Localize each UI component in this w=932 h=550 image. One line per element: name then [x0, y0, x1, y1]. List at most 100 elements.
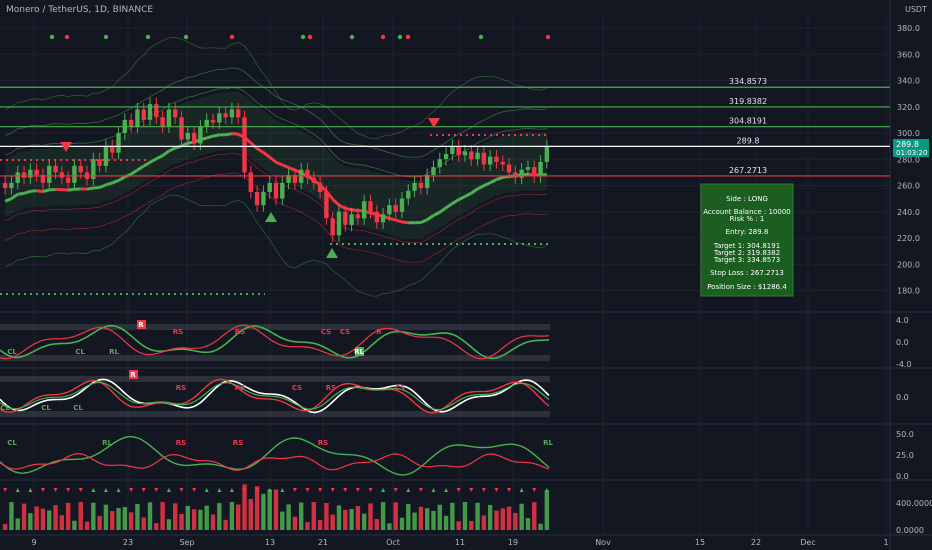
volume-bar	[456, 521, 461, 530]
price-tick-label: 260.0	[897, 182, 920, 191]
bar-signal-triangle	[53, 488, 58, 492]
bar-signal-triangle	[456, 488, 461, 492]
time-tick-label: 1	[883, 538, 888, 547]
oscillators	[0, 324, 550, 476]
trend-line-segment	[17, 191, 25, 196]
volume-bar	[374, 518, 379, 530]
volume-bar	[317, 520, 323, 530]
volume-bar	[97, 516, 102, 530]
signal-label: RL	[109, 348, 119, 356]
trend-line-segment	[142, 161, 151, 168]
volume-bar	[406, 503, 411, 530]
volume-bar	[248, 498, 254, 530]
trend-line-segment	[93, 185, 100, 190]
stoploss-text: Stop Loss : 267.2713	[710, 269, 784, 277]
trend-line-segment	[86, 186, 94, 191]
osc3-line	[0, 436, 550, 476]
volume-bar	[223, 519, 228, 530]
signal-label: RL	[543, 439, 553, 447]
signal-label: R	[130, 371, 136, 379]
trend-line-segment	[206, 134, 214, 140]
trend-line-segment	[331, 198, 341, 207]
candle-body	[450, 146, 455, 154]
trend-line-segment	[281, 163, 290, 169]
volume-bar	[135, 503, 140, 530]
volume-bar	[261, 493, 266, 530]
trend-line-segment	[438, 206, 447, 214]
candle-body	[374, 211, 379, 223]
signal-label: RS	[233, 439, 243, 447]
candle-body	[380, 214, 386, 223]
volume-bar	[343, 509, 348, 530]
last-price-tag: 289.8 01:03:20	[893, 139, 929, 157]
price-tick-label: 300.0	[897, 129, 920, 138]
osc-axis-label: 25.0	[896, 451, 914, 460]
level-label: 334.8573	[729, 77, 767, 86]
osc-axis-label: -4.0	[896, 360, 912, 369]
osc3-signal	[0, 452, 550, 471]
trend-line-segment	[395, 218, 403, 224]
volume-bar	[9, 502, 14, 530]
volume-bar	[84, 521, 90, 530]
price-tick-label: 360.0	[897, 50, 920, 59]
candle-body	[141, 109, 146, 120]
level-label: 304.8191	[729, 117, 767, 126]
bar-signal-triangle	[217, 488, 222, 492]
price-tick-label: 280.0	[897, 155, 920, 164]
candle-body	[406, 190, 411, 199]
candle-body	[456, 146, 461, 156]
signal-label: R	[376, 328, 382, 336]
volume-bar	[292, 516, 298, 530]
candle-body	[59, 172, 65, 178]
outer-band-line	[4, 37, 548, 140]
price-tick-label: 200.0	[897, 260, 920, 269]
candle-body	[412, 182, 417, 191]
volume-bar	[361, 513, 367, 530]
bar-signal-triangle	[393, 488, 398, 492]
bar-signal-triangle	[280, 488, 285, 492]
bar-signal-triangle	[40, 488, 45, 492]
candle-body	[160, 117, 165, 127]
candle-body	[242, 117, 247, 173]
candle-body	[103, 146, 109, 166]
volume-bar	[53, 505, 58, 530]
trend-line-segment	[117, 175, 126, 182]
level-label: 289.8	[737, 136, 760, 145]
trend-line-segment	[161, 149, 170, 157]
candle-body	[191, 133, 197, 144]
volume-bar	[40, 508, 46, 530]
volume-bar	[330, 514, 335, 530]
candle-body	[65, 177, 71, 183]
signal-dot	[307, 34, 313, 40]
sell-triangle	[60, 142, 72, 152]
volume-bar	[424, 508, 430, 530]
candle-body	[47, 165, 52, 183]
volume-bar	[481, 515, 487, 530]
target1-text: Target 1: 304.8191	[713, 242, 780, 250]
trend-line-segment	[426, 214, 435, 222]
volume-bar	[236, 504, 241, 530]
bar-signal-triangle	[444, 488, 449, 492]
volume-bar	[506, 506, 512, 530]
candle-body	[154, 104, 159, 118]
trend-line-segment	[212, 133, 220, 138]
bar-signal-triangle	[469, 488, 474, 492]
price-tick-label: 240.0	[897, 208, 920, 217]
osc-axis-label: 4.0	[896, 316, 909, 325]
signal-label: CS	[340, 328, 350, 336]
bar-signal-triangle	[141, 488, 146, 492]
price-tick-label: 220.0	[897, 234, 920, 243]
volume-bar	[65, 502, 71, 530]
candle-body	[179, 117, 184, 140]
candle-body	[500, 161, 505, 165]
time-tick-label: 19	[508, 538, 518, 547]
signal-label: RS	[235, 328, 245, 336]
volume-bar	[273, 489, 279, 530]
candle-body	[28, 169, 33, 178]
envelope-line	[4, 67, 547, 158]
bar-signal-triangle	[3, 488, 8, 492]
volume-bar	[519, 503, 524, 530]
bar-signal-triangle	[192, 488, 197, 492]
level-label: 267.2713	[729, 166, 767, 175]
